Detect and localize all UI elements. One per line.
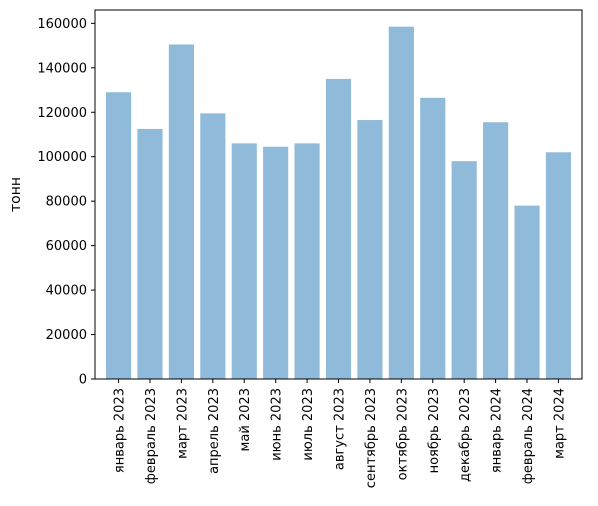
bar [545,152,572,379]
x-tick-label: апрель 2023 [207,388,222,474]
y-axis-label: тонн [8,177,24,212]
bar [105,92,132,380]
bar [388,26,414,379]
x-tick-label: август 2023 [333,388,348,470]
x-axis-ticks: январь 2023 февраль 2023 март 2023 апрель 2… [113,379,567,488]
x-tick-label: декабрь 2023 [458,388,473,482]
bar [483,122,509,379]
x-tick-label: сентябрь 2023 [364,388,379,488]
y-tick-label: 40000 [46,284,87,299]
y-tick-label: 0 [79,373,87,388]
y-tick-label: 140000 [37,61,87,76]
x-tick-label: январь 2023 [113,388,128,473]
bars-layer [105,26,572,380]
bar [294,143,320,379]
y-axis-ticks: 0 20000 40000 60000 80000 100000 120000 140000 1… [37,17,95,388]
y-tick-label: 60000 [46,239,87,254]
bar [451,161,477,379]
bar [263,146,289,379]
x-tick-label: ноябрь 2023 [427,388,442,473]
x-tick-label: март 2023 [175,388,190,459]
bar [137,128,163,379]
bar [168,44,194,379]
x-tick-label: февраль 2024 [521,388,536,484]
bar [231,143,257,379]
y-tick-label: 120000 [37,106,87,121]
x-tick-label: январь 2024 [490,388,505,473]
bar [357,120,383,379]
x-tick-label: июль 2023 [301,388,316,461]
y-tick-label: 80000 [46,195,87,210]
x-tick-label: март 2024 [552,388,567,459]
bar [514,205,540,379]
x-tick-label: февраль 2023 [144,388,159,484]
x-tick-label: июнь 2023 [270,388,285,461]
bar [420,97,446,380]
y-tick-label: 20000 [46,328,87,343]
bar [200,113,226,380]
bar [325,78,352,379]
y-tick-label: 160000 [37,17,87,32]
y-tick-label: 100000 [37,150,87,165]
x-tick-label: май 2023 [238,388,253,451]
x-tick-label: октябрь 2023 [395,388,410,480]
